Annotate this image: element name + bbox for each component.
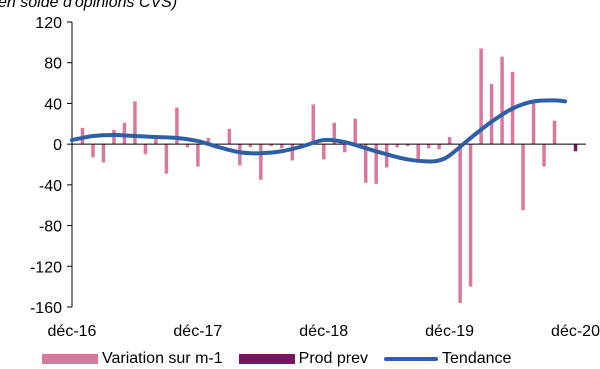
trend-line: [70, 98, 568, 164]
bar-variation: [227, 128, 232, 145]
legend-swatch-prod-prev: [238, 354, 295, 364]
bar-variation: [101, 144, 106, 163]
y-tick-label: -160: [30, 300, 62, 317]
bar-variation: [489, 84, 494, 145]
legend-label-tendance: Tendance: [442, 350, 512, 367]
chart-subtitle: en solde d'opinions CVS): [0, 0, 178, 11]
bar-variation: [395, 144, 399, 148]
bar-variation: [259, 144, 263, 180]
bar-variation: [164, 144, 169, 174]
axes: [71, 22, 586, 307]
x-tick-label: déc-20: [551, 323, 600, 340]
bar-variation: [112, 129, 116, 145]
bar-variation: [479, 48, 483, 145]
bar-variation: [342, 144, 347, 153]
legend-swatch-tendance: [384, 357, 439, 361]
bar-variation: [468, 144, 473, 287]
y-axis: 120 80 40 0 -40 -80 -120 -160: [30, 15, 72, 317]
bar-variation: [353, 118, 357, 145]
bar-variation: [531, 102, 536, 145]
y-tick-label: 0: [53, 137, 62, 154]
bar-variation: [363, 144, 368, 183]
bar-variation: [133, 101, 137, 145]
bar-variation: [332, 122, 336, 145]
bar-variation: [248, 144, 253, 148]
bar-variation: [154, 139, 158, 145]
bar-variation: [542, 144, 546, 167]
y-tick-label: -80: [39, 219, 62, 236]
bar-variation: [416, 144, 420, 162]
bar-variation: [500, 56, 504, 145]
legend-item-variation: Variation sur m-1: [42, 350, 223, 368]
legend-item-prod-prev: Prod prev: [238, 350, 369, 368]
bar-variation: [426, 144, 431, 149]
bar-variation: [269, 144, 274, 147]
x-tick-label: déc-19: [425, 323, 474, 340]
bar-variation: [311, 104, 316, 145]
bar-variation: [280, 144, 284, 149]
bar-variation: [322, 144, 326, 160]
trend-line-path: [70, 98, 568, 164]
bar-variation: [185, 144, 190, 148]
bar-variation: [552, 120, 557, 145]
bar-variation: [521, 144, 525, 211]
bar-variation: [458, 144, 462, 303]
legend-label-variation: Variation sur m-1: [102, 350, 223, 367]
y-tick-label: 80: [44, 56, 62, 73]
bar-variation: [175, 107, 179, 145]
x-tick-label: déc-18: [299, 323, 348, 340]
bar-variation: [196, 144, 200, 167]
legend-swatch-variation: [42, 354, 98, 364]
y-tick-label: 120: [35, 15, 62, 32]
bar-variation: [206, 138, 211, 145]
bar-variation: [290, 144, 295, 161]
legend-label-prod-prev: Prod prev: [298, 350, 369, 367]
bar-variation: [143, 144, 148, 155]
bar-variation: [447, 137, 452, 145]
bar-variation: [405, 144, 410, 147]
legend: Variation sur m-1 Prod prev Tendance: [42, 349, 527, 369]
bar-variation: [374, 144, 378, 184]
bar-variation: [437, 144, 441, 150]
bar-prod-prev: [573, 144, 578, 152]
bar-variation: [91, 144, 95, 158]
y-tick-label: -120: [30, 259, 62, 276]
y-tick-label: -40: [39, 178, 62, 195]
legend-item-tendance: Tendance: [384, 350, 511, 368]
x-axis: déc-16 déc-17 déc-18 déc-19 déc-20: [48, 323, 600, 340]
x-tick-label: déc-17: [173, 323, 222, 340]
bar-variation: [238, 144, 242, 166]
bar-series: [80, 48, 578, 303]
x-tick-label: déc-16: [48, 323, 97, 340]
y-tick-label: 40: [44, 96, 62, 113]
